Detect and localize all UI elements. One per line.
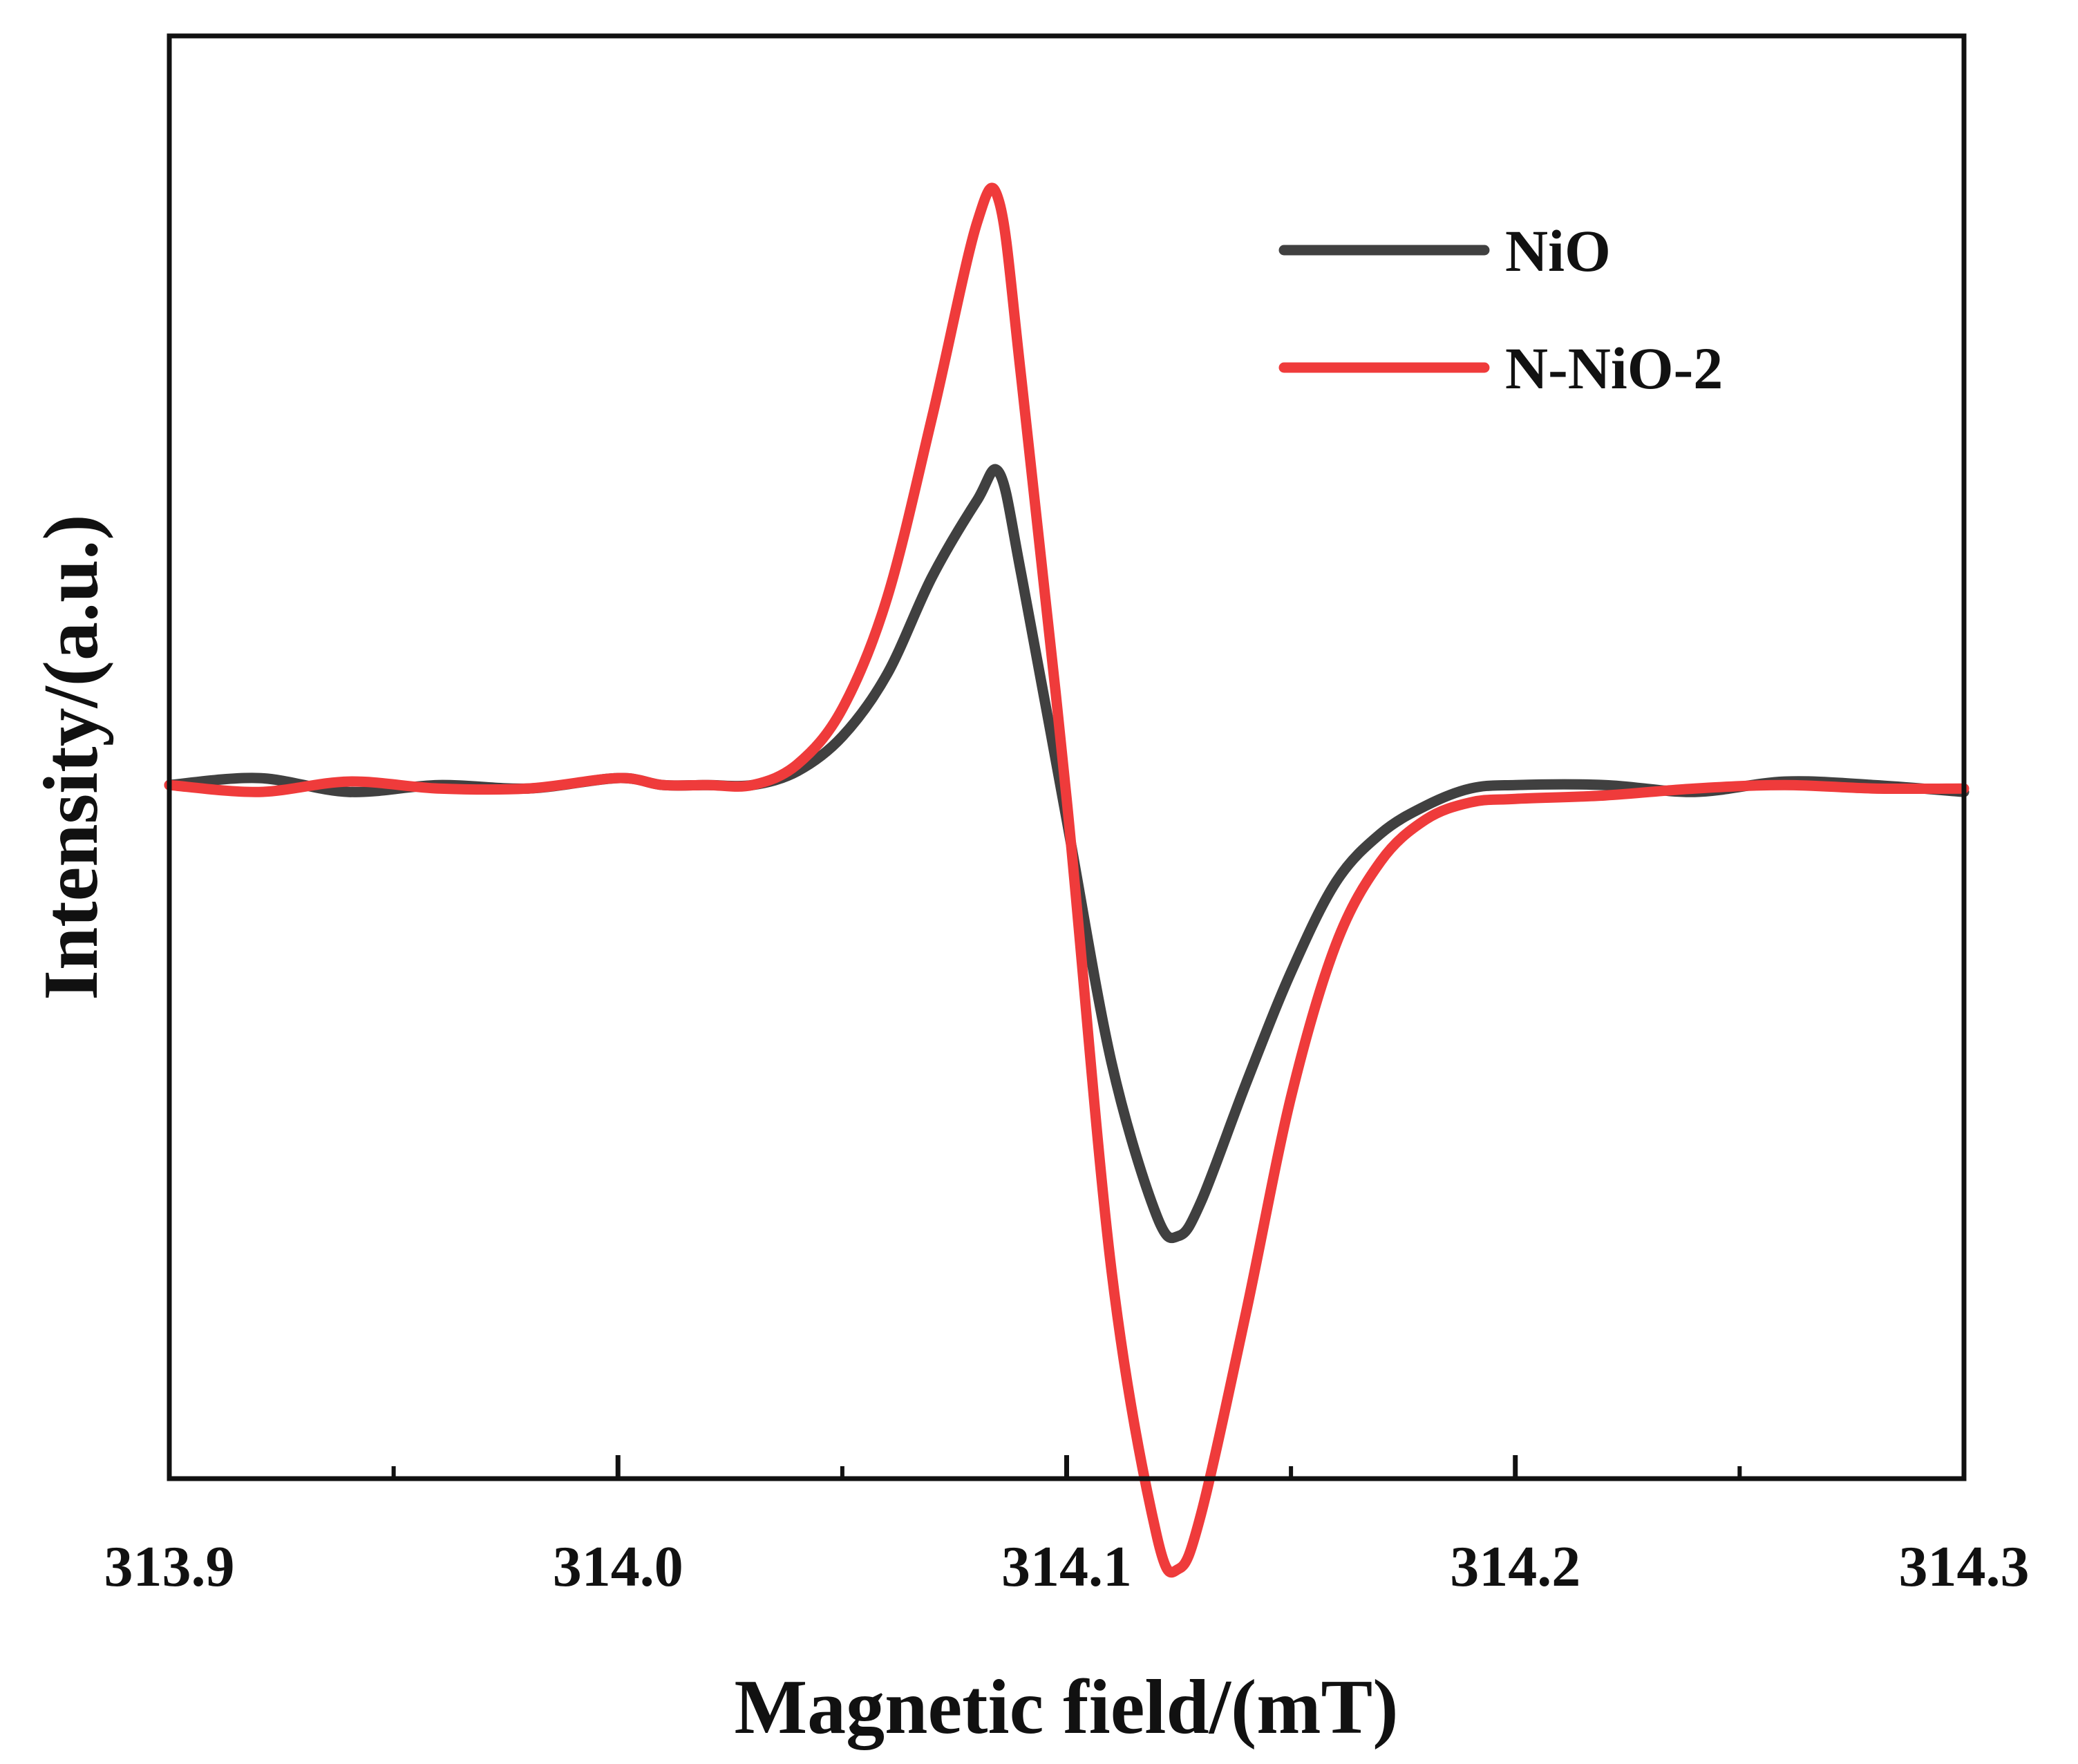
x-tick-label: 314.3 [1899,1535,2030,1599]
legend: NiO N-NiO-2 [1278,218,1723,401]
legend-label-n-nio-2: N-NiO-2 [1505,335,1723,401]
x-tick-label: 314.2 [1450,1535,1580,1599]
series-line-n-nio-2 [164,182,1970,1578]
y-axis-title: Intensity/(a.u.) [28,514,114,1000]
x-tick-label: 314.1 [1001,1535,1132,1599]
x-tick-label: 314.0 [553,1535,683,1599]
legend-label-nio: NiO [1505,218,1611,284]
x-tick-labels: 313.9 314.0 314.1 314.2 314.3 [104,1535,2030,1599]
x-tick-label: 313.9 [104,1535,235,1599]
x-axis-title: Magnetic field/(mT) [734,1665,1398,1750]
plot-frame [167,33,1967,1481]
series-layer [164,182,1970,1578]
